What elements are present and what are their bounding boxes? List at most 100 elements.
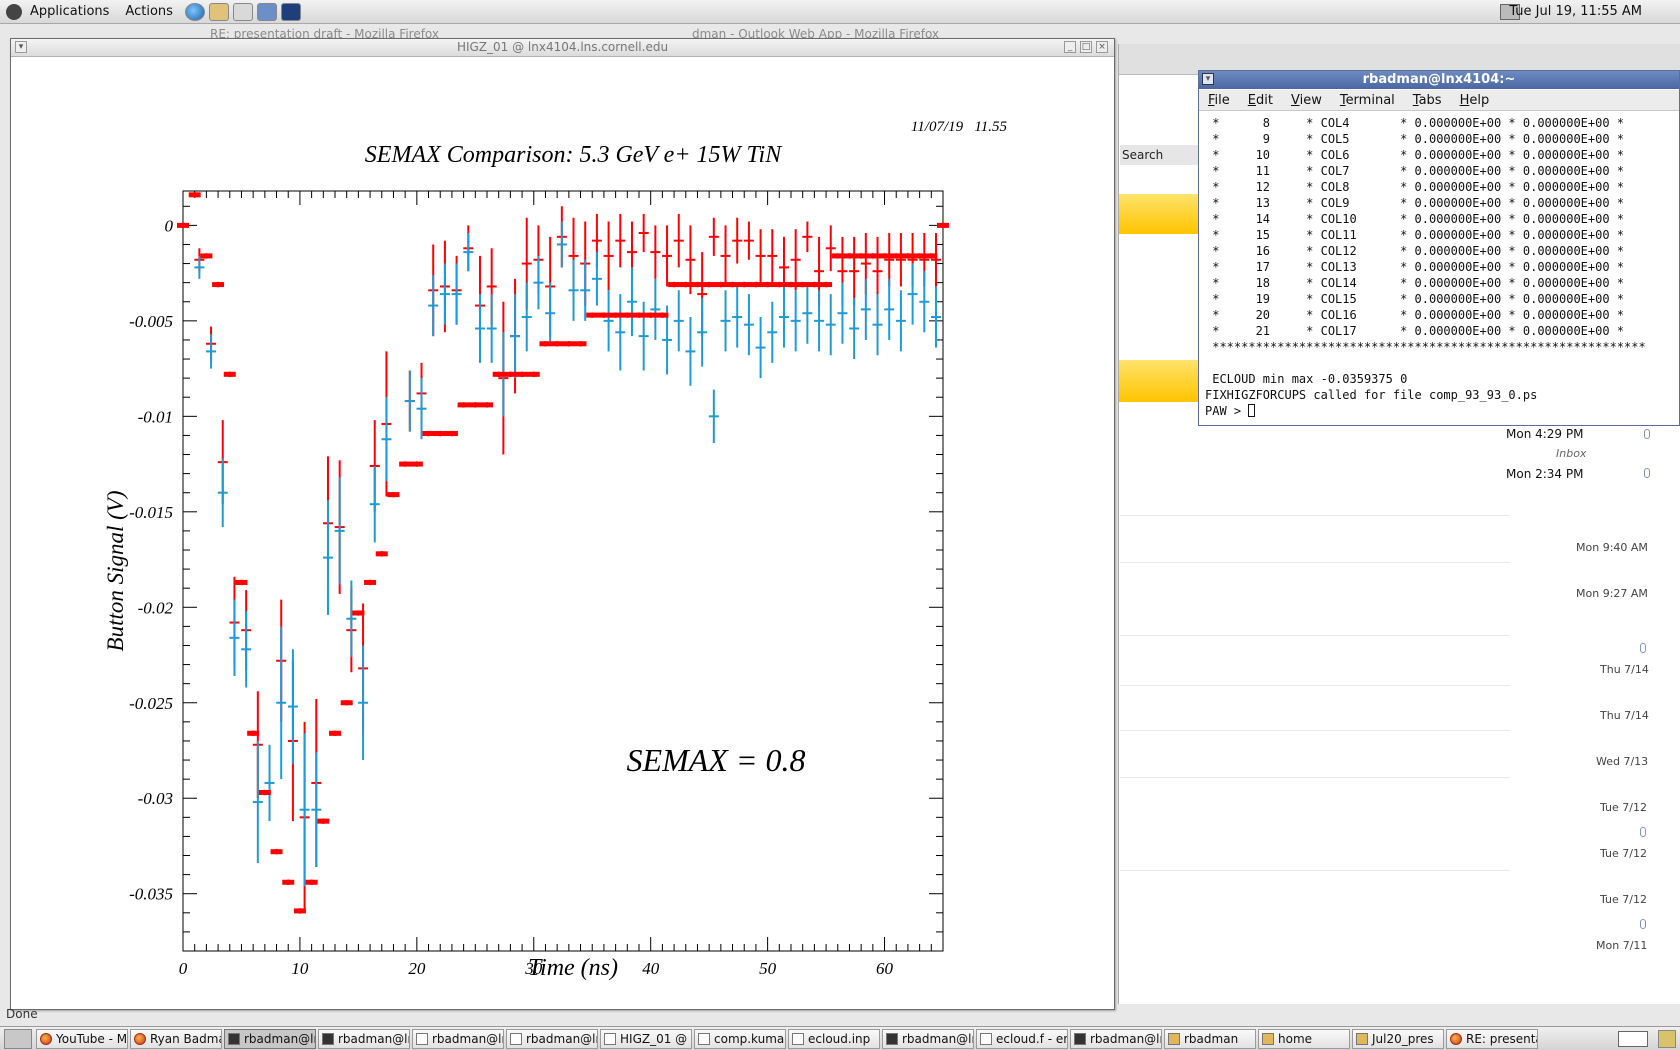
- taskbar-button[interactable]: rbadman@lnx4104:~: [224, 1028, 316, 1049]
- errorbar-point: [685, 317, 696, 386]
- attachment-icon: [1640, 919, 1646, 929]
- errorbar-point: [872, 236, 883, 306]
- errorbar-point: [743, 294, 754, 356]
- document-icon: [698, 1032, 710, 1045]
- menu-view[interactable]: View: [1282, 93, 1331, 108]
- notification-tray-icon[interactable]: [1658, 1030, 1676, 1048]
- terminal-prompt-line[interactable]: PAW >: [1205, 403, 1675, 419]
- taskbar-button[interactable]: rbadman@lnx4104: [1070, 1028, 1162, 1049]
- taskbar-button-label: rbadman@lnx4104: [902, 1031, 973, 1046]
- taskbar-button[interactable]: ecloud.f - emacs: [976, 1028, 1068, 1049]
- taskbar-button[interactable]: home: [1258, 1028, 1350, 1049]
- terminal-icon: [886, 1032, 898, 1045]
- taskbar-button[interactable]: Jul20_pres: [1352, 1028, 1444, 1049]
- y-tick-label: -0.03: [138, 789, 173, 808]
- errorbar-point: [802, 282, 813, 344]
- errorbar-point: [311, 752, 322, 867]
- taskbar-button[interactable]: rbadman: [1164, 1028, 1256, 1049]
- errorbar-point: [720, 290, 731, 352]
- taskbar-button[interactable]: RE: presentation draft: [1446, 1028, 1538, 1049]
- attachment-icon: [1644, 429, 1650, 439]
- terminal-output[interactable]: * 8 * COL4 * 0.000000E+00 * 0.000000E+00…: [1205, 115, 1675, 419]
- errorbar-point: [919, 271, 930, 333]
- taskbar-button[interactable]: rbadman@lnx4104:~: [318, 1028, 410, 1049]
- errorbar-point: [217, 458, 228, 528]
- background-firefox-title: RE: presentation draft - Mozilla Firefox: [210, 27, 440, 41]
- workspace-switcher[interactable]: [1618, 1031, 1648, 1047]
- mail-client-icon[interactable]: [208, 2, 229, 21]
- mail-date: Tue 7/12: [1600, 893, 1647, 906]
- mail-date: Wed 7/13: [1596, 755, 1649, 768]
- window-menu-icon[interactable]: ▾: [15, 41, 27, 53]
- taskbar-button[interactable]: ecloud.inp: [788, 1028, 880, 1049]
- errorbar-point: [743, 221, 754, 260]
- show-desktop-icon[interactable]: [4, 1028, 32, 1049]
- errorbar-point: [837, 282, 848, 344]
- taskbar-button[interactable]: rbadman@lnx4104: [882, 1028, 974, 1049]
- taskbar-button[interactable]: YouTube - Mozilla Firefox: [36, 1028, 128, 1049]
- taskbar-button[interactable]: rbadman@lnx4104:~: [412, 1028, 504, 1049]
- foot-icon[interactable]: [6, 3, 22, 20]
- document-icon: [980, 1032, 992, 1045]
- mail-separator: [1120, 562, 1510, 563]
- menu-terminal[interactable]: Terminal: [1331, 93, 1404, 108]
- owa-search-label[interactable]: Search: [1120, 145, 1200, 165]
- taskbar-button-label: rbadman: [1184, 1031, 1239, 1046]
- terminal-titlebar[interactable]: ▾ rbadman@lnx4104:~: [1199, 71, 1679, 89]
- menu-edit[interactable]: Edit: [1239, 93, 1282, 108]
- mail-date: Mon 9:40 AM: [1576, 541, 1648, 554]
- x-tick-label: 50: [759, 959, 777, 978]
- x-tick-label: 0: [179, 959, 188, 978]
- taskbar-button[interactable]: rbadman@lnx4104:~: [506, 1028, 598, 1049]
- x-tick-label: 20: [408, 959, 426, 978]
- errorbar-point: [767, 229, 778, 283]
- applications-menu[interactable]: Applications: [30, 4, 110, 19]
- maximize-icon[interactable]: □: [1080, 41, 1092, 53]
- terminal-line: * 14 * COL10 * 0.000000E+00 * 0.000000E+…: [1205, 212, 1625, 226]
- menu-file[interactable]: File: [1199, 93, 1239, 108]
- errorbar-point: [591, 252, 602, 306]
- errorbar-point: [206, 334, 217, 369]
- y-tick-label: -0.015: [129, 503, 173, 522]
- text-editor-icon[interactable]: [232, 2, 253, 21]
- panel-clock[interactable]: Tue Jul 19, 11:55 AM: [1509, 4, 1642, 19]
- launcher-group: [184, 2, 301, 21]
- terminal-window[interactable]: ▾ rbadman@lnx4104:~ File Edit View Termi…: [1198, 70, 1680, 426]
- errorbar-point: [252, 740, 263, 864]
- office-suite-icon[interactable]: [256, 2, 277, 21]
- menu-tabs[interactable]: Tabs: [1404, 93, 1451, 108]
- terminal-line: * 18 * COL14 * 0.000000E+00 * 0.000000E+…: [1205, 276, 1625, 290]
- errorbar-point: [755, 229, 766, 283]
- attachment-icon: [1640, 827, 1646, 837]
- taskbar-button[interactable]: comp.kumac: [694, 1028, 786, 1049]
- taskbar-button[interactable]: Ryan Badman - Mozilla Firefox: [130, 1028, 222, 1049]
- errorbar-point: [662, 225, 673, 287]
- data-marks: [177, 192, 949, 914]
- window-menu-icon[interactable]: ▾: [1202, 73, 1214, 85]
- close-icon[interactable]: ×: [1096, 41, 1108, 53]
- web-browser-icon[interactable]: [184, 2, 205, 21]
- minimize-icon[interactable]: _: [1064, 41, 1076, 53]
- terminal-line: * 16 * COL12 * 0.000000E+00 * 0.000000E+…: [1205, 244, 1625, 258]
- errorbar-point: [907, 263, 918, 325]
- mail-separator: [1120, 685, 1510, 686]
- folder-icon: [1168, 1032, 1180, 1045]
- printer-icon[interactable]: [1500, 4, 1520, 20]
- higz-window-title: HIGZ_01 @ lnx4104.lns.cornell.edu: [456, 40, 669, 54]
- menu-help[interactable]: Help: [1451, 93, 1499, 108]
- errorbar-point: [849, 297, 860, 360]
- errorbar-point: [568, 259, 579, 321]
- errorbar-point: [708, 389, 719, 444]
- terminal-launcher-icon[interactable]: [280, 2, 301, 21]
- higz-plot-window[interactable]: ▾ HIGZ_01 @ lnx4104.lns.cornell.edu _ □ …: [10, 38, 1115, 1010]
- errorbar-point: [778, 286, 789, 348]
- taskbar-button-label: rbadman@lnx4104:~: [526, 1031, 597, 1046]
- folder-icon: [1356, 1032, 1368, 1045]
- higz-titlebar[interactable]: ▾ HIGZ_01 @ lnx4104.lns.cornell.edu _ □ …: [11, 39, 1114, 57]
- menu-label: abs: [1418, 92, 1442, 108]
- attachment-icon: [1644, 468, 1650, 478]
- taskbar-button-label: rbadman@lnx4104: [1090, 1031, 1161, 1046]
- taskbar-button[interactable]: HIGZ_01 @ lnx4104: [600, 1028, 692, 1049]
- actions-menu[interactable]: Actions: [125, 4, 173, 19]
- errorbar-point: [708, 217, 719, 256]
